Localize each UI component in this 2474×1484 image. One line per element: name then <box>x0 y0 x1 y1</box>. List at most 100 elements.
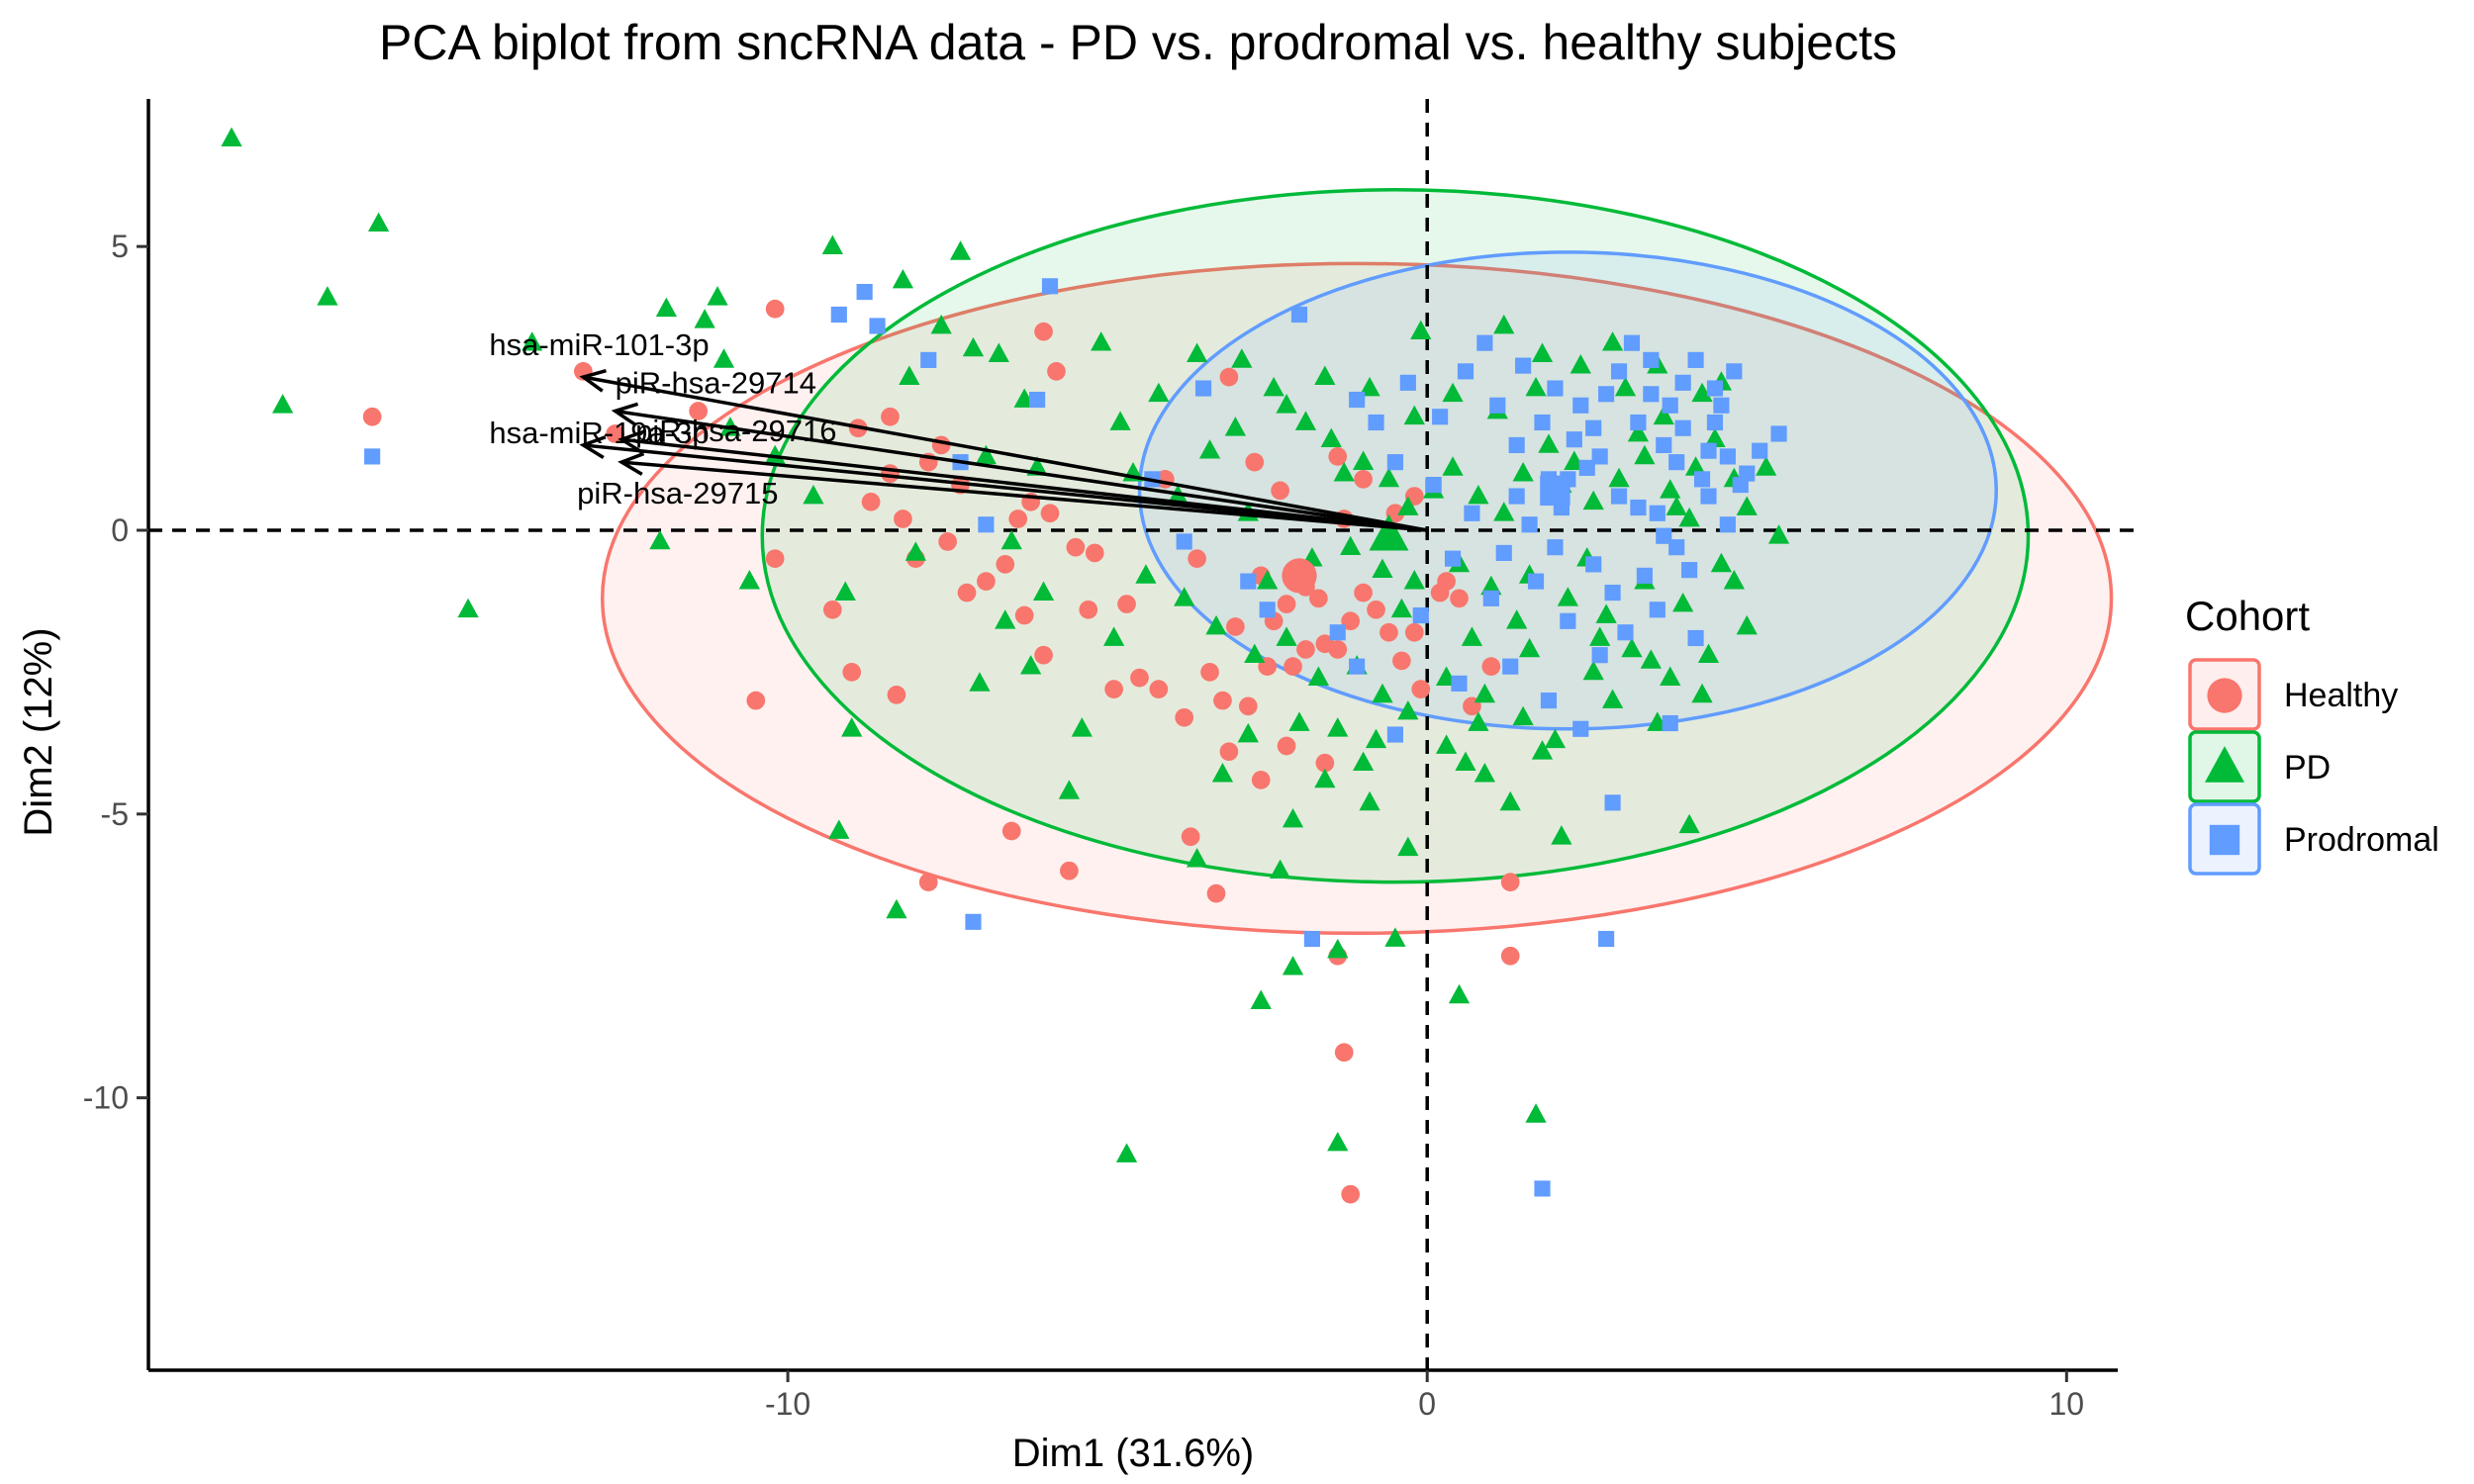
point-healthy <box>1034 322 1053 341</box>
point-healthy <box>822 600 842 619</box>
point-pd <box>1372 683 1393 703</box>
point-healthy <box>1354 470 1373 489</box>
point-prodromal <box>1585 419 1602 436</box>
point-pd <box>1525 376 1547 397</box>
point-pd <box>930 314 952 334</box>
point-pd <box>1506 609 1528 629</box>
point-pd <box>1250 989 1272 1009</box>
arrow-head-hsa-mir-19a-3p <box>579 435 607 459</box>
point-pd <box>1608 467 1630 488</box>
legend-label-pd: PD <box>2284 749 2331 787</box>
arrow-label-hsa-mir-101-3p: hsa-miR-101-3p <box>489 327 709 362</box>
point-pd <box>803 484 824 505</box>
point-pd <box>1756 456 1777 476</box>
point-prodromal <box>1598 386 1615 403</box>
point-pd <box>1691 683 1713 703</box>
point-healthy <box>1284 657 1302 677</box>
point-pd <box>886 898 907 919</box>
point-pd <box>1474 683 1495 703</box>
point-healthy <box>1328 640 1348 659</box>
y-tick-label: 0 <box>111 512 129 548</box>
point-prodromal <box>1578 459 1595 476</box>
y-tick-label: -5 <box>101 796 129 832</box>
point-healthy <box>1354 583 1373 603</box>
point-prodromal <box>1687 629 1704 647</box>
point-pd <box>457 598 479 618</box>
arrow-pir-hsa-29714 <box>615 409 1428 532</box>
point-prodromal <box>1425 477 1442 494</box>
point-healthy <box>1079 600 1098 619</box>
point-prodromal <box>1662 397 1678 414</box>
point-prodromal <box>1368 414 1384 431</box>
point-prodromal <box>1489 397 1506 414</box>
point-pd <box>1640 649 1662 669</box>
point-pd <box>1327 938 1349 959</box>
point-pd <box>995 609 1016 629</box>
point-pd <box>969 672 991 692</box>
point-pd <box>764 444 786 465</box>
point-prodromal <box>1604 794 1621 811</box>
centroid-pd <box>1369 513 1409 551</box>
point-pd <box>1288 711 1310 731</box>
arrow-hsa-mir-101-3p <box>583 375 1428 532</box>
point-pd <box>1621 637 1643 658</box>
point-healthy <box>1392 651 1411 671</box>
point-pd <box>1237 722 1259 743</box>
point-healthy <box>1411 680 1431 698</box>
point-prodromal <box>1681 562 1698 579</box>
point-prodromal <box>830 306 847 324</box>
point-pd <box>1372 558 1393 578</box>
point-pd <box>1474 763 1495 783</box>
point-pd <box>1512 462 1534 482</box>
series-prodromal <box>364 278 1787 1197</box>
point-pd <box>1582 490 1604 510</box>
x-tick-label: 10 <box>2049 1386 2085 1422</box>
point-prodromal <box>1636 567 1653 584</box>
point-pd <box>317 286 338 306</box>
point-pd <box>272 394 294 414</box>
point-pd <box>1570 354 1591 374</box>
point-healthy <box>1181 827 1200 847</box>
point-pd <box>1493 502 1515 521</box>
point-pd <box>1601 689 1624 708</box>
point-pd <box>738 570 760 590</box>
legend-label-prodromal: Prodromal <box>2284 821 2439 859</box>
point-pd <box>1071 717 1093 737</box>
point-healthy <box>1117 595 1136 613</box>
point-pd <box>828 819 850 839</box>
point-pd <box>1058 780 1081 799</box>
point-pd <box>1627 421 1650 442</box>
point-prodromal <box>1591 448 1608 465</box>
point-prodromal <box>1598 930 1615 948</box>
point-prodromal <box>1457 363 1475 380</box>
point-prodromal <box>1643 386 1660 403</box>
point-healthy <box>765 549 785 569</box>
point-pd <box>1684 456 1707 476</box>
point-pd <box>1697 643 1720 664</box>
point-pd <box>1294 411 1317 430</box>
point-prodromal <box>1630 414 1647 431</box>
point-pd <box>649 529 671 550</box>
point-prodromal <box>1585 556 1602 573</box>
point-pd <box>1557 587 1578 606</box>
point-prodromal <box>978 516 995 533</box>
y-axis-title: Dim2 (12%) <box>17 627 60 836</box>
point-pd <box>1109 411 1131 430</box>
point-healthy <box>1206 883 1226 903</box>
point-pd <box>522 331 543 351</box>
point-prodromal <box>856 283 873 301</box>
group-centroids <box>1282 475 1570 594</box>
point-prodromal <box>1643 351 1660 368</box>
point-pd <box>988 342 1009 363</box>
point-prodromal <box>1719 516 1736 533</box>
point-pd <box>1205 614 1227 635</box>
point-prodromal <box>1674 374 1691 391</box>
legend: Cohort Healthy PD Prodromal <box>2185 593 2439 876</box>
y-tick-label: 5 <box>111 229 129 264</box>
point-prodromal <box>1693 471 1711 488</box>
point-healthy <box>1001 821 1021 841</box>
point-healthy <box>1380 622 1398 642</box>
legend-marker-prodromal <box>2209 824 2240 856</box>
point-pd <box>694 309 715 328</box>
x-tick-label: 0 <box>1418 1386 1436 1422</box>
